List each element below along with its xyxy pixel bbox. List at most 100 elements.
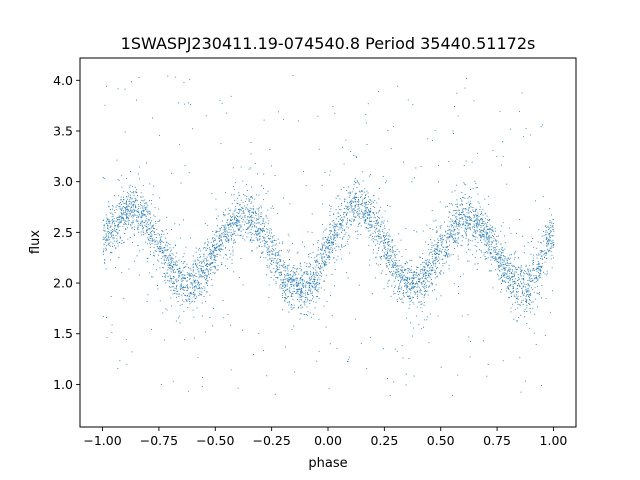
data-point — [329, 241, 331, 243]
data-point — [549, 227, 551, 229]
data-point — [504, 273, 506, 275]
data-point — [349, 201, 350, 203]
data-point — [213, 240, 215, 242]
data-point — [519, 268, 521, 270]
data-point — [215, 198, 217, 200]
data-point — [293, 307, 295, 309]
data-point — [552, 246, 554, 248]
data-point — [299, 294, 301, 296]
data-point — [240, 199, 242, 201]
data-point — [301, 274, 303, 276]
data-point — [166, 258, 168, 260]
data-point — [248, 226, 250, 228]
data-point — [266, 265, 268, 266]
data-point — [174, 272, 176, 273]
data-point — [435, 284, 437, 286]
data-point — [172, 258, 174, 260]
data-point — [457, 243, 459, 244]
data-point — [551, 267, 553, 269]
data-point — [375, 244, 376, 246]
data-point — [432, 267, 434, 269]
data-point — [319, 268, 321, 270]
data-point — [306, 280, 308, 282]
data-point — [532, 264, 534, 266]
data-point — [399, 283, 400, 285]
data-point — [331, 242, 333, 243]
data-point — [437, 246, 439, 248]
data-point — [368, 236, 370, 238]
data-point — [397, 268, 399, 270]
data-point — [448, 211, 450, 213]
data-point — [465, 234, 467, 236]
data-point — [322, 237, 324, 239]
data-point — [153, 239, 155, 241]
data-point — [447, 246, 449, 248]
data-point — [227, 231, 228, 233]
data-point — [430, 266, 432, 268]
data-point — [473, 229, 475, 230]
data-point — [111, 252, 113, 254]
data-point — [349, 252, 351, 254]
data-point — [399, 285, 401, 287]
data-point — [480, 229, 482, 231]
data-point — [338, 206, 340, 208]
data-point — [325, 237, 327, 239]
data-point — [425, 260, 427, 262]
data-point — [119, 242, 121, 244]
data-point — [146, 261, 148, 263]
data-point — [481, 242, 483, 243]
data-point — [416, 269, 418, 271]
data-point — [329, 204, 330, 206]
data-point — [546, 274, 548, 276]
data-point — [544, 257, 546, 259]
data-point — [413, 277, 415, 278]
data-point — [141, 213, 142, 214]
data-point — [180, 286, 182, 288]
data-point — [168, 286, 170, 287]
data-point — [151, 200, 152, 201]
data-point — [357, 208, 359, 210]
data-point — [105, 250, 107, 252]
data-point — [438, 242, 439, 243]
data-point — [432, 140, 433, 141]
data-point — [189, 303, 191, 305]
data-point — [380, 264, 381, 265]
data-point — [328, 259, 330, 260]
data-point — [313, 272, 314, 274]
data-point — [231, 259, 233, 261]
data-point — [431, 282, 433, 284]
data-point — [363, 219, 365, 221]
data-point — [350, 204, 351, 206]
data-point — [125, 218, 127, 220]
data-point — [301, 290, 303, 292]
data-point — [205, 300, 207, 302]
data-point — [288, 251, 290, 253]
data-point — [322, 246, 323, 248]
data-point — [490, 256, 492, 258]
data-point — [231, 219, 233, 220]
data-point — [490, 253, 492, 255]
data-point — [293, 325, 295, 327]
data-point — [219, 251, 221, 252]
data-point — [329, 230, 330, 232]
data-point — [550, 231, 551, 233]
data-point — [539, 266, 541, 267]
data-point — [362, 211, 364, 213]
data-point — [492, 287, 494, 289]
data-point — [130, 209, 131, 211]
data-point — [206, 268, 208, 270]
data-point — [116, 220, 118, 222]
data-point — [387, 253, 388, 255]
data-point — [169, 253, 171, 255]
data-point — [526, 301, 527, 303]
data-point — [454, 240, 456, 242]
data-point — [343, 213, 344, 215]
data-point — [365, 197, 366, 199]
data-point — [213, 245, 214, 246]
data-point — [129, 186, 131, 188]
data-point — [391, 255, 393, 257]
data-point — [518, 266, 519, 268]
data-point — [435, 273, 437, 275]
data-point — [406, 287, 408, 288]
data-point — [547, 240, 549, 242]
